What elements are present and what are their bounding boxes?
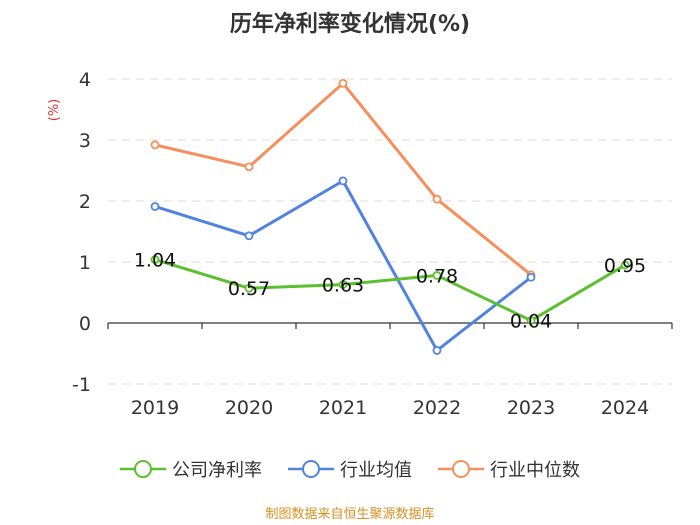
- data-label: 1.04: [134, 250, 176, 272]
- source-note: 制图数据来自恒生聚源数据库: [265, 507, 435, 522]
- y-tick-label: 2: [79, 191, 91, 213]
- data-point-company: [244, 283, 254, 293]
- data-point-company: [432, 271, 442, 280]
- y-axis-label: (%): [47, 99, 62, 122]
- y-tick-label: 4: [79, 69, 91, 91]
- y-tick-label: -1: [72, 374, 91, 396]
- data-label: 0.63: [322, 275, 364, 297]
- chart-title: 历年净利率变化情况(%): [229, 12, 471, 37]
- y-tick-label: 0: [79, 313, 91, 335]
- data-label: 0.57: [228, 278, 270, 300]
- x-tick-label: 2020: [225, 397, 273, 419]
- y-tick-label: 3: [79, 130, 91, 152]
- chart-legend: 公司净利率 行业均值 行业中位数: [0, 456, 700, 482]
- data-point-company: [526, 316, 536, 325]
- x-tick-label: 2021: [319, 397, 367, 419]
- legend-label: 公司净利率: [172, 460, 262, 481]
- data-label: 0.04: [510, 311, 552, 333]
- data-point-industry_median: [338, 78, 348, 88]
- legend-item-industry_median[interactable]: 行业中位数: [438, 456, 580, 482]
- data-point-industry_avg: [150, 202, 160, 211]
- legend-marker-icon: [438, 460, 484, 478]
- data-label: 0.95: [604, 255, 646, 277]
- x-tick-label: 2023: [507, 397, 555, 419]
- data-point-industry_avg: [244, 231, 254, 241]
- data-point-company: [150, 255, 160, 264]
- data-point-company: [620, 260, 630, 270]
- data-point-industry_avg: [338, 176, 348, 186]
- series-line-company: [154, 258, 626, 323]
- data-point-industry_avg: [526, 272, 536, 282]
- x-tick-label: 2024: [601, 397, 649, 419]
- data-label: 0.78: [416, 265, 458, 287]
- legend-item-company[interactable]: 公司净利率: [120, 456, 262, 482]
- data-point-industry_median: [244, 162, 254, 172]
- x-tick-label: 2019: [131, 397, 179, 419]
- x-tick-label: 2022: [413, 397, 461, 419]
- legend-label: 行业均值: [340, 460, 412, 481]
- legend-item-industry_avg[interactable]: 行业均值: [288, 456, 412, 482]
- legend-marker-icon: [120, 460, 166, 478]
- data-point-company: [338, 280, 348, 289]
- series-line-industry_avg: [154, 179, 532, 352]
- data-point-industry_median: [432, 194, 442, 204]
- data-point-industry_avg: [432, 346, 442, 355]
- y-tick-label: 1: [79, 252, 91, 274]
- data-point-industry_median: [150, 140, 160, 150]
- legend-marker-icon: [288, 460, 334, 478]
- legend-label: 行业中位数: [490, 460, 580, 481]
